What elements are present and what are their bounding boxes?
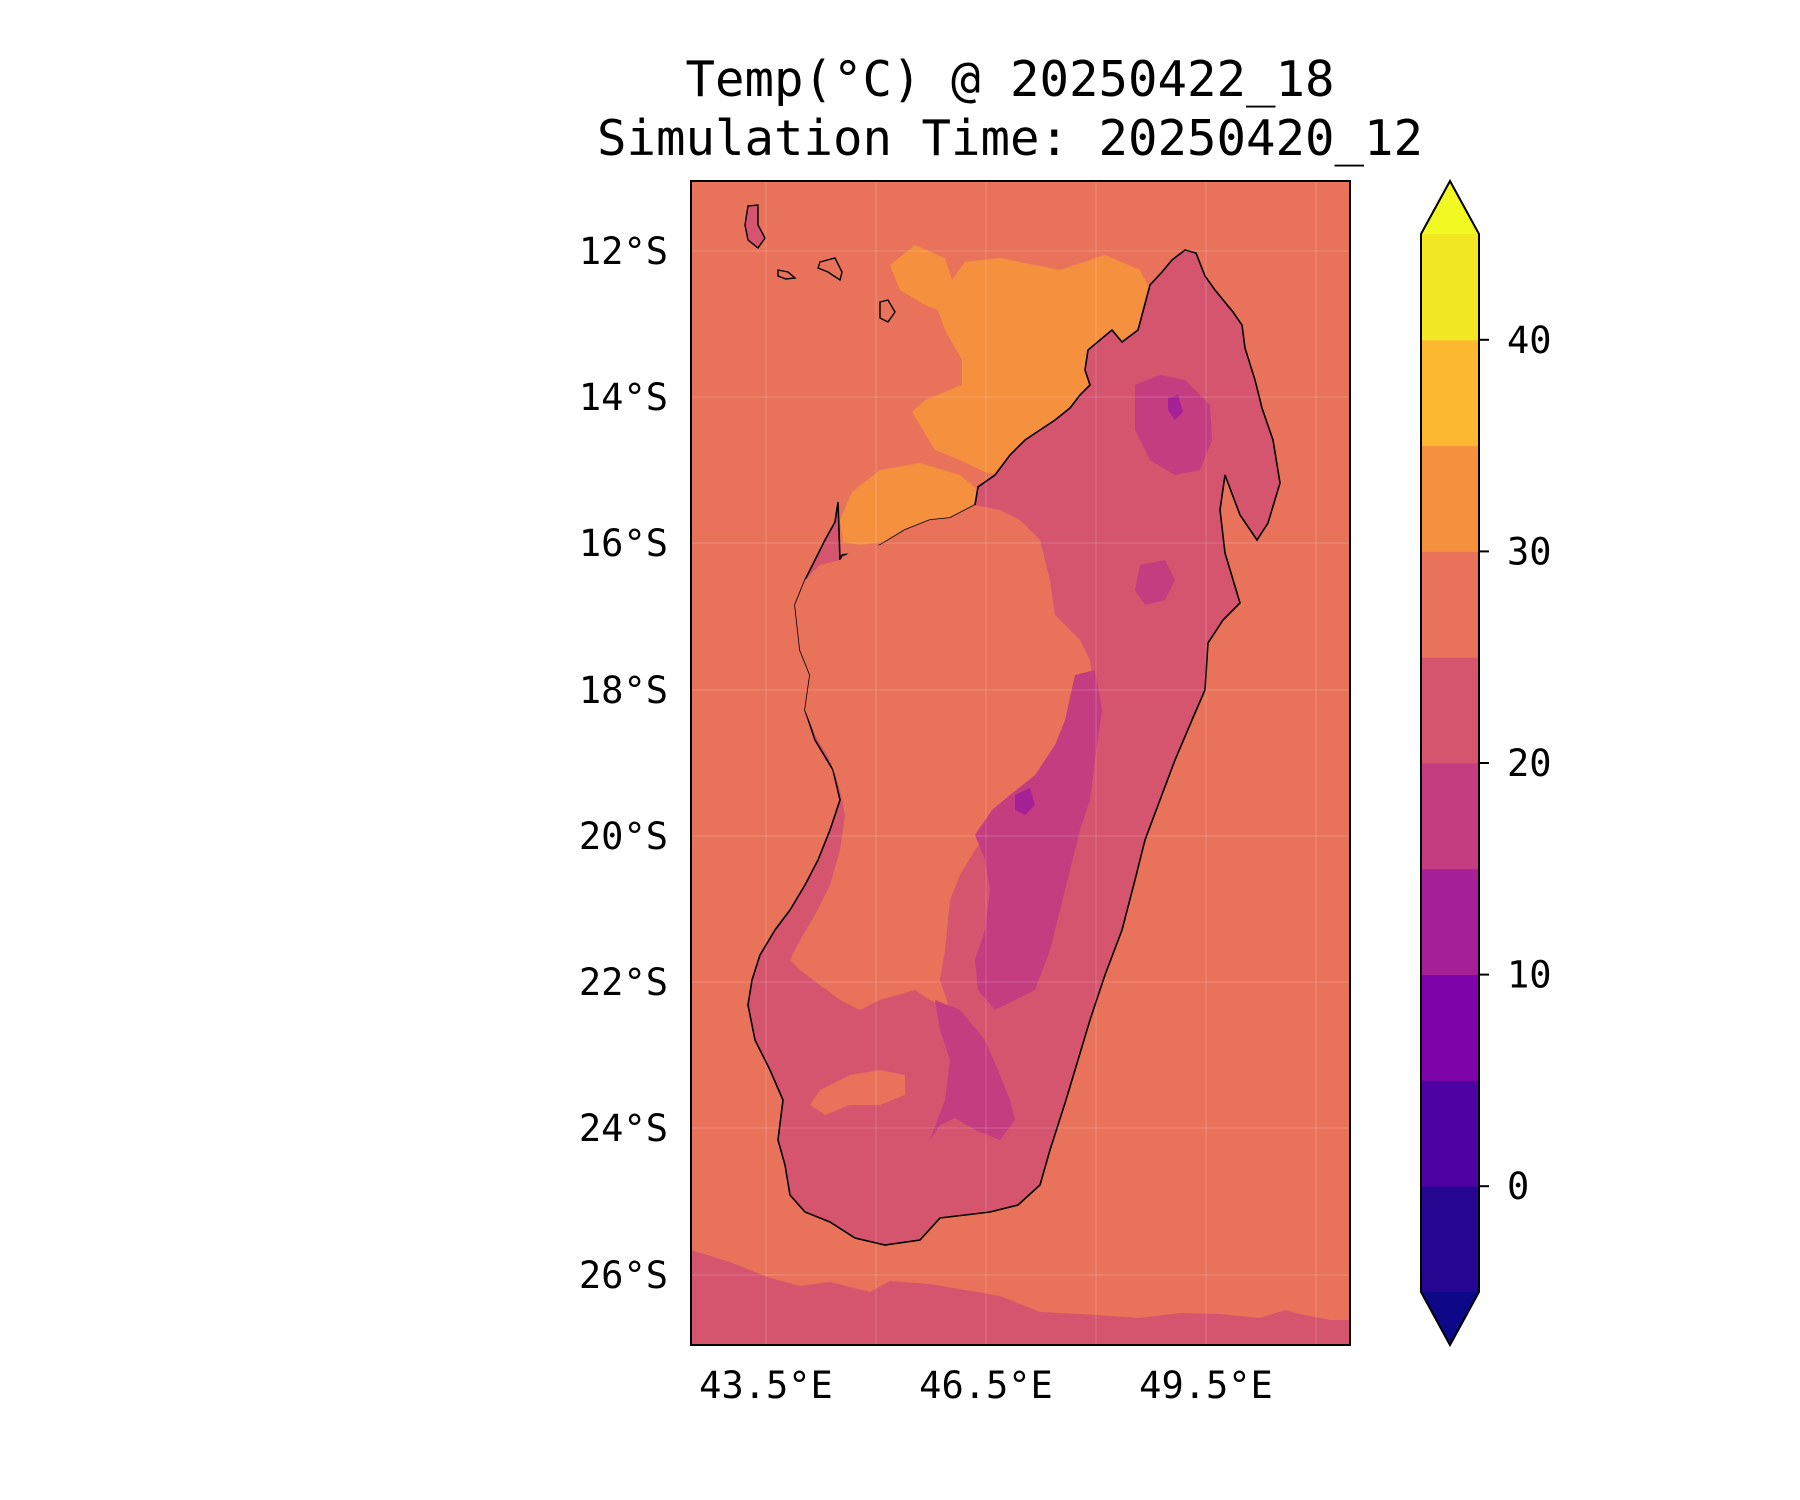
colorbar-level — [1421, 1186, 1479, 1293]
title-line-2: Simulation Time: 20250420_12 — [596, 110, 1423, 167]
northern-cool-highland — [1135, 375, 1212, 475]
colorbar-level — [1421, 657, 1479, 764]
longitude-axis: 43.5°E 46.5°E 49.5°E — [699, 1364, 1273, 1407]
lon-tick-label: 43.5°E — [699, 1364, 833, 1407]
lat-tick-label: 24°S — [579, 1107, 668, 1150]
lat-tick-label: 26°S — [579, 1254, 668, 1297]
lat-tick-label: 20°S — [579, 815, 668, 858]
colorbar-level — [1421, 868, 1479, 976]
comoros-island-mayotte — [879, 299, 896, 323]
colorbar-level — [1421, 974, 1479, 1081]
lat-tick-label: 18°S — [579, 669, 668, 712]
map-title: Temp(°C) @ 20250422_18 Simulation Time: … — [580, 50, 1440, 168]
colorbar-level — [1421, 551, 1479, 658]
central-cool-highland — [975, 670, 1102, 1010]
lon-tick-label: 46.5°E — [919, 1364, 1053, 1407]
warm-sea-region — [890, 245, 1150, 478]
colorbar-tick-label: 40 — [1507, 319, 1552, 362]
latitude-axis: 12°S 14°S 16°S 18°S 20°S 22°S 24°S 26°S — [579, 230, 668, 1297]
colorbar-tick-label: 20 — [1507, 742, 1552, 785]
comoros-island-anjouan — [817, 257, 843, 282]
coldest-spot-central — [1015, 788, 1035, 815]
map-frame — [690, 180, 1351, 1346]
southern-warm-patch — [810, 1070, 905, 1115]
lon-tick-label: 49.5°E — [1139, 1364, 1273, 1407]
colorbar-under-extension — [1421, 1292, 1479, 1345]
lat-tick-label: 12°S — [579, 230, 668, 273]
southern-cool-highland — [930, 1000, 1015, 1140]
comoros-island-moheli — [777, 269, 797, 280]
eastern-cool-strip — [1135, 560, 1175, 605]
colorbar-outline — [1420, 178, 1480, 1348]
colorbar-tick-label: 0 — [1507, 1165, 1529, 1208]
lat-tick-label: 14°S — [579, 376, 668, 419]
comoros-island-grande — [744, 204, 766, 250]
colorbar: 0 10 20 30 40 — [1420, 178, 1552, 1348]
colorbar-tick-label: 30 — [1507, 530, 1552, 573]
colorbar-level — [1421, 339, 1479, 447]
lat-tick-label: 16°S — [579, 522, 668, 565]
colorbar-level — [1421, 234, 1479, 341]
lat-tick-label: 22°S — [579, 961, 668, 1004]
western-warm-lowland — [790, 505, 1095, 1010]
colorbar-level — [1421, 445, 1479, 552]
colorbar-tick-label: 10 — [1507, 954, 1552, 997]
temperature-map — [691, 181, 1350, 1345]
colorbar-level — [1421, 763, 1479, 870]
colorbar-over-extension — [1421, 181, 1479, 234]
colorbar-level — [1421, 1080, 1479, 1187]
coldest-spot-north — [1168, 395, 1183, 420]
title-line-1: Temp(°C) @ 20250422_18 — [685, 51, 1335, 108]
southern-cool-band — [691, 1250, 1350, 1345]
graticule — [691, 181, 1350, 1345]
